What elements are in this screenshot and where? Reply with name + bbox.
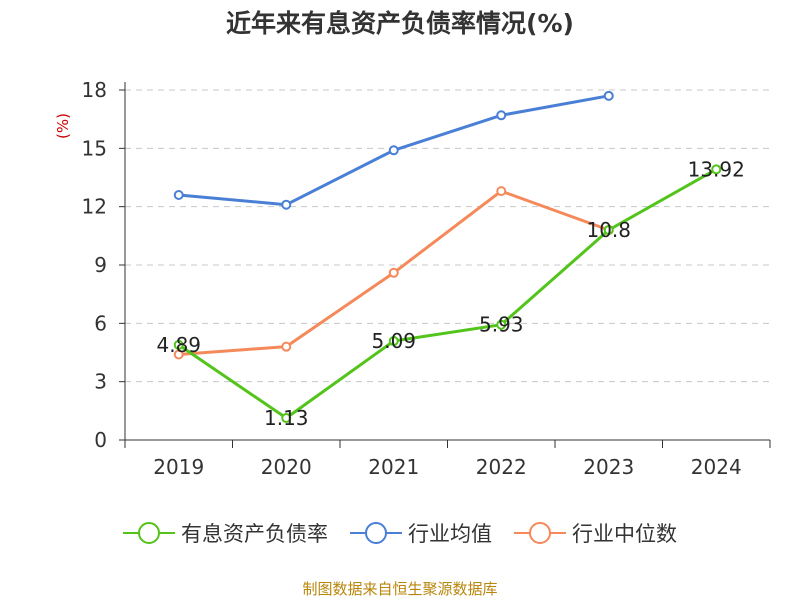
- data-label: 5.09: [371, 329, 416, 353]
- data-point: [173, 190, 184, 200]
- data-label: 1.13: [264, 406, 309, 430]
- data-label: 10.8: [586, 218, 631, 242]
- x-tick-label: 2020: [261, 455, 312, 479]
- data-point: [603, 90, 614, 101]
- legend-label: 行业中位数: [572, 522, 677, 546]
- data-point: [281, 413, 292, 424]
- data-point: [281, 199, 292, 210]
- x-tick-label: 2021: [368, 455, 419, 479]
- data-point: [388, 145, 399, 156]
- legend-item-industry-median[interactable]: 行业中位数: [514, 518, 677, 548]
- data-point: [496, 319, 507, 330]
- y-tick-label: 18: [82, 78, 107, 102]
- legend-label: 有息资产负债率: [181, 522, 328, 546]
- data-point: [388, 336, 399, 347]
- y-tick-label: 0: [94, 428, 107, 452]
- series-line-0: [177, 168, 717, 420]
- x-tick-label: 2023: [583, 455, 634, 479]
- legend: 有息资产负债率 行业均值 行业中位数: [0, 518, 800, 548]
- data-point: [711, 164, 722, 175]
- x-tick-label: 2022: [476, 455, 527, 479]
- data-point: [173, 349, 184, 360]
- y-tick-label: 3: [94, 370, 107, 394]
- legend-item-debt-ratio[interactable]: 有息资产负债率: [123, 518, 328, 548]
- legend-label: 行业均值: [408, 522, 492, 546]
- chart-title: 近年来有息资产负债率情况(%): [226, 9, 574, 38]
- data-point: [496, 186, 507, 197]
- legend-marker-icon: [350, 522, 402, 544]
- legend-marker-icon: [514, 522, 566, 544]
- data-point: [496, 110, 507, 121]
- y-tick-label: 15: [82, 136, 107, 160]
- legend-marker-icon: [123, 522, 175, 544]
- data-point: [281, 341, 292, 352]
- x-tick-label: 2024: [691, 455, 742, 479]
- data-source-note: 制图数据来自恒生聚源数据库: [302, 580, 498, 598]
- x-tick-label: 2019: [153, 455, 204, 479]
- data-point: [173, 339, 184, 350]
- y-tick-label: 6: [94, 311, 107, 335]
- legend-item-industry-mean[interactable]: 行业均值: [350, 518, 492, 548]
- y-axis-label: (%): [54, 113, 72, 139]
- data-label: 13.92: [688, 157, 745, 181]
- y-tick-label: 12: [82, 195, 107, 219]
- data-point: [603, 225, 614, 235]
- data-point: [388, 267, 399, 278]
- y-tick-label: 9: [94, 253, 107, 277]
- data-label: 5.93: [479, 313, 524, 337]
- data-label: 4.89: [156, 333, 201, 357]
